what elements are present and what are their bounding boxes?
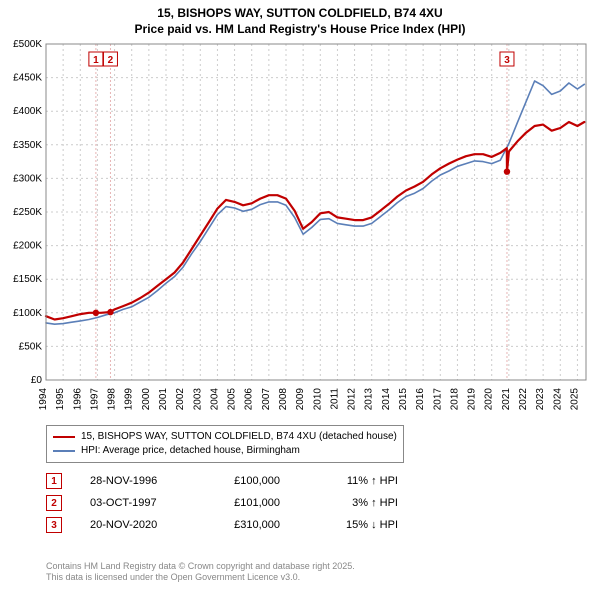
event-price: £101,000 [210, 497, 280, 509]
event-marker: 3 [46, 517, 62, 533]
svg-text:2007: 2007 [261, 388, 272, 411]
svg-text:2025: 2025 [569, 388, 580, 411]
legend-row: HPI: Average price, detached house, Birm… [53, 444, 397, 458]
svg-text:2004: 2004 [209, 388, 220, 411]
event-price: £100,000 [210, 475, 280, 487]
svg-text:£500K: £500K [13, 40, 42, 50]
event-price: £310,000 [210, 519, 280, 531]
svg-text:1999: 1999 [124, 388, 135, 411]
svg-text:2001: 2001 [158, 388, 169, 411]
event-row: 2 03-OCT-1997 £101,000 3% ↑ HPI [46, 492, 398, 514]
svg-text:2013: 2013 [364, 388, 375, 411]
svg-text:2006: 2006 [244, 388, 255, 411]
legend-box: 15, BISHOPS WAY, SUTTON COLDFIELD, B74 4… [46, 425, 404, 463]
chart-title-block: 15, BISHOPS WAY, SUTTON COLDFIELD, B74 4… [0, 0, 600, 37]
svg-text:2018: 2018 [449, 388, 460, 411]
chart-area: £0 £50K £100K £150K £200K £250K £300K £350K £400… [0, 40, 600, 420]
svg-text:£0: £0 [31, 375, 43, 386]
svg-text:2015: 2015 [398, 388, 409, 411]
svg-text:2002: 2002 [175, 388, 186, 411]
event-pct: 3% ↑ HPI [308, 497, 398, 509]
event-date: 28-NOV-1996 [90, 475, 182, 487]
legend-swatch [53, 436, 75, 438]
svg-text:2: 2 [108, 55, 114, 66]
footer-attribution: Contains HM Land Registry data © Crown c… [46, 561, 355, 584]
svg-text:2012: 2012 [347, 388, 358, 411]
event-row: 3 20-NOV-2020 £310,000 15% ↓ HPI [46, 514, 398, 536]
event-marker: 2 [46, 495, 62, 511]
svg-text:1: 1 [93, 55, 99, 66]
legend-row: 15, BISHOPS WAY, SUTTON COLDFIELD, B74 4… [53, 430, 397, 444]
svg-text:2008: 2008 [278, 388, 289, 411]
svg-text:2014: 2014 [381, 388, 392, 411]
footer-line-2: This data is licensed under the Open Gov… [46, 572, 355, 584]
event-pct: 15% ↓ HPI [308, 519, 398, 531]
event-date: 03-OCT-1997 [90, 497, 182, 509]
svg-text:£200K: £200K [13, 241, 42, 252]
title-line-2: Price paid vs. HM Land Registry's House … [0, 22, 600, 38]
svg-text:£350K: £350K [13, 140, 42, 151]
svg-text:£250K: £250K [13, 207, 42, 218]
svg-text:2021: 2021 [501, 388, 512, 411]
event-marker: 1 [46, 473, 62, 489]
svg-text:3: 3 [504, 55, 510, 66]
legend-label: 15, BISHOPS WAY, SUTTON COLDFIELD, B74 4… [81, 430, 397, 444]
svg-text:1995: 1995 [55, 388, 66, 411]
title-line-1: 15, BISHOPS WAY, SUTTON COLDFIELD, B74 4… [0, 6, 600, 22]
event-date: 20-NOV-2020 [90, 519, 182, 531]
svg-text:1998: 1998 [107, 388, 118, 411]
svg-text:£400K: £400K [13, 106, 42, 117]
legend-swatch [53, 450, 75, 452]
svg-text:£300K: £300K [13, 173, 42, 184]
svg-text:2023: 2023 [535, 388, 546, 411]
svg-text:2024: 2024 [552, 388, 563, 411]
svg-text:1996: 1996 [72, 388, 83, 411]
svg-text:£150K: £150K [13, 274, 42, 285]
line-chart-svg: £0 £50K £100K £150K £200K £250K £300K £350K £400… [0, 40, 600, 420]
svg-text:1994: 1994 [38, 388, 49, 411]
event-row: 1 28-NOV-1996 £100,000 11% ↑ HPI [46, 470, 398, 492]
svg-text:£100K: £100K [13, 308, 42, 319]
svg-text:2010: 2010 [312, 388, 323, 411]
svg-text:2011: 2011 [329, 388, 340, 410]
svg-text:2003: 2003 [192, 388, 203, 411]
event-list: 1 28-NOV-1996 £100,000 11% ↑ HPI 2 03-OCT-199… [46, 470, 398, 536]
svg-text:£50K: £50K [19, 341, 43, 352]
svg-text:2017: 2017 [432, 388, 443, 411]
svg-text:2005: 2005 [227, 388, 238, 411]
svg-text:2022: 2022 [518, 388, 529, 411]
svg-text:£450K: £450K [13, 73, 42, 84]
event-pct: 11% ↑ HPI [308, 475, 398, 487]
svg-text:2019: 2019 [467, 388, 478, 411]
legend-label: HPI: Average price, detached house, Birm… [81, 444, 300, 458]
svg-text:1997: 1997 [89, 388, 100, 411]
footer-line-1: Contains HM Land Registry data © Crown c… [46, 561, 355, 573]
svg-text:2000: 2000 [141, 388, 152, 411]
svg-text:2009: 2009 [295, 388, 306, 411]
svg-text:2016: 2016 [415, 388, 426, 411]
svg-text:2020: 2020 [484, 388, 495, 411]
